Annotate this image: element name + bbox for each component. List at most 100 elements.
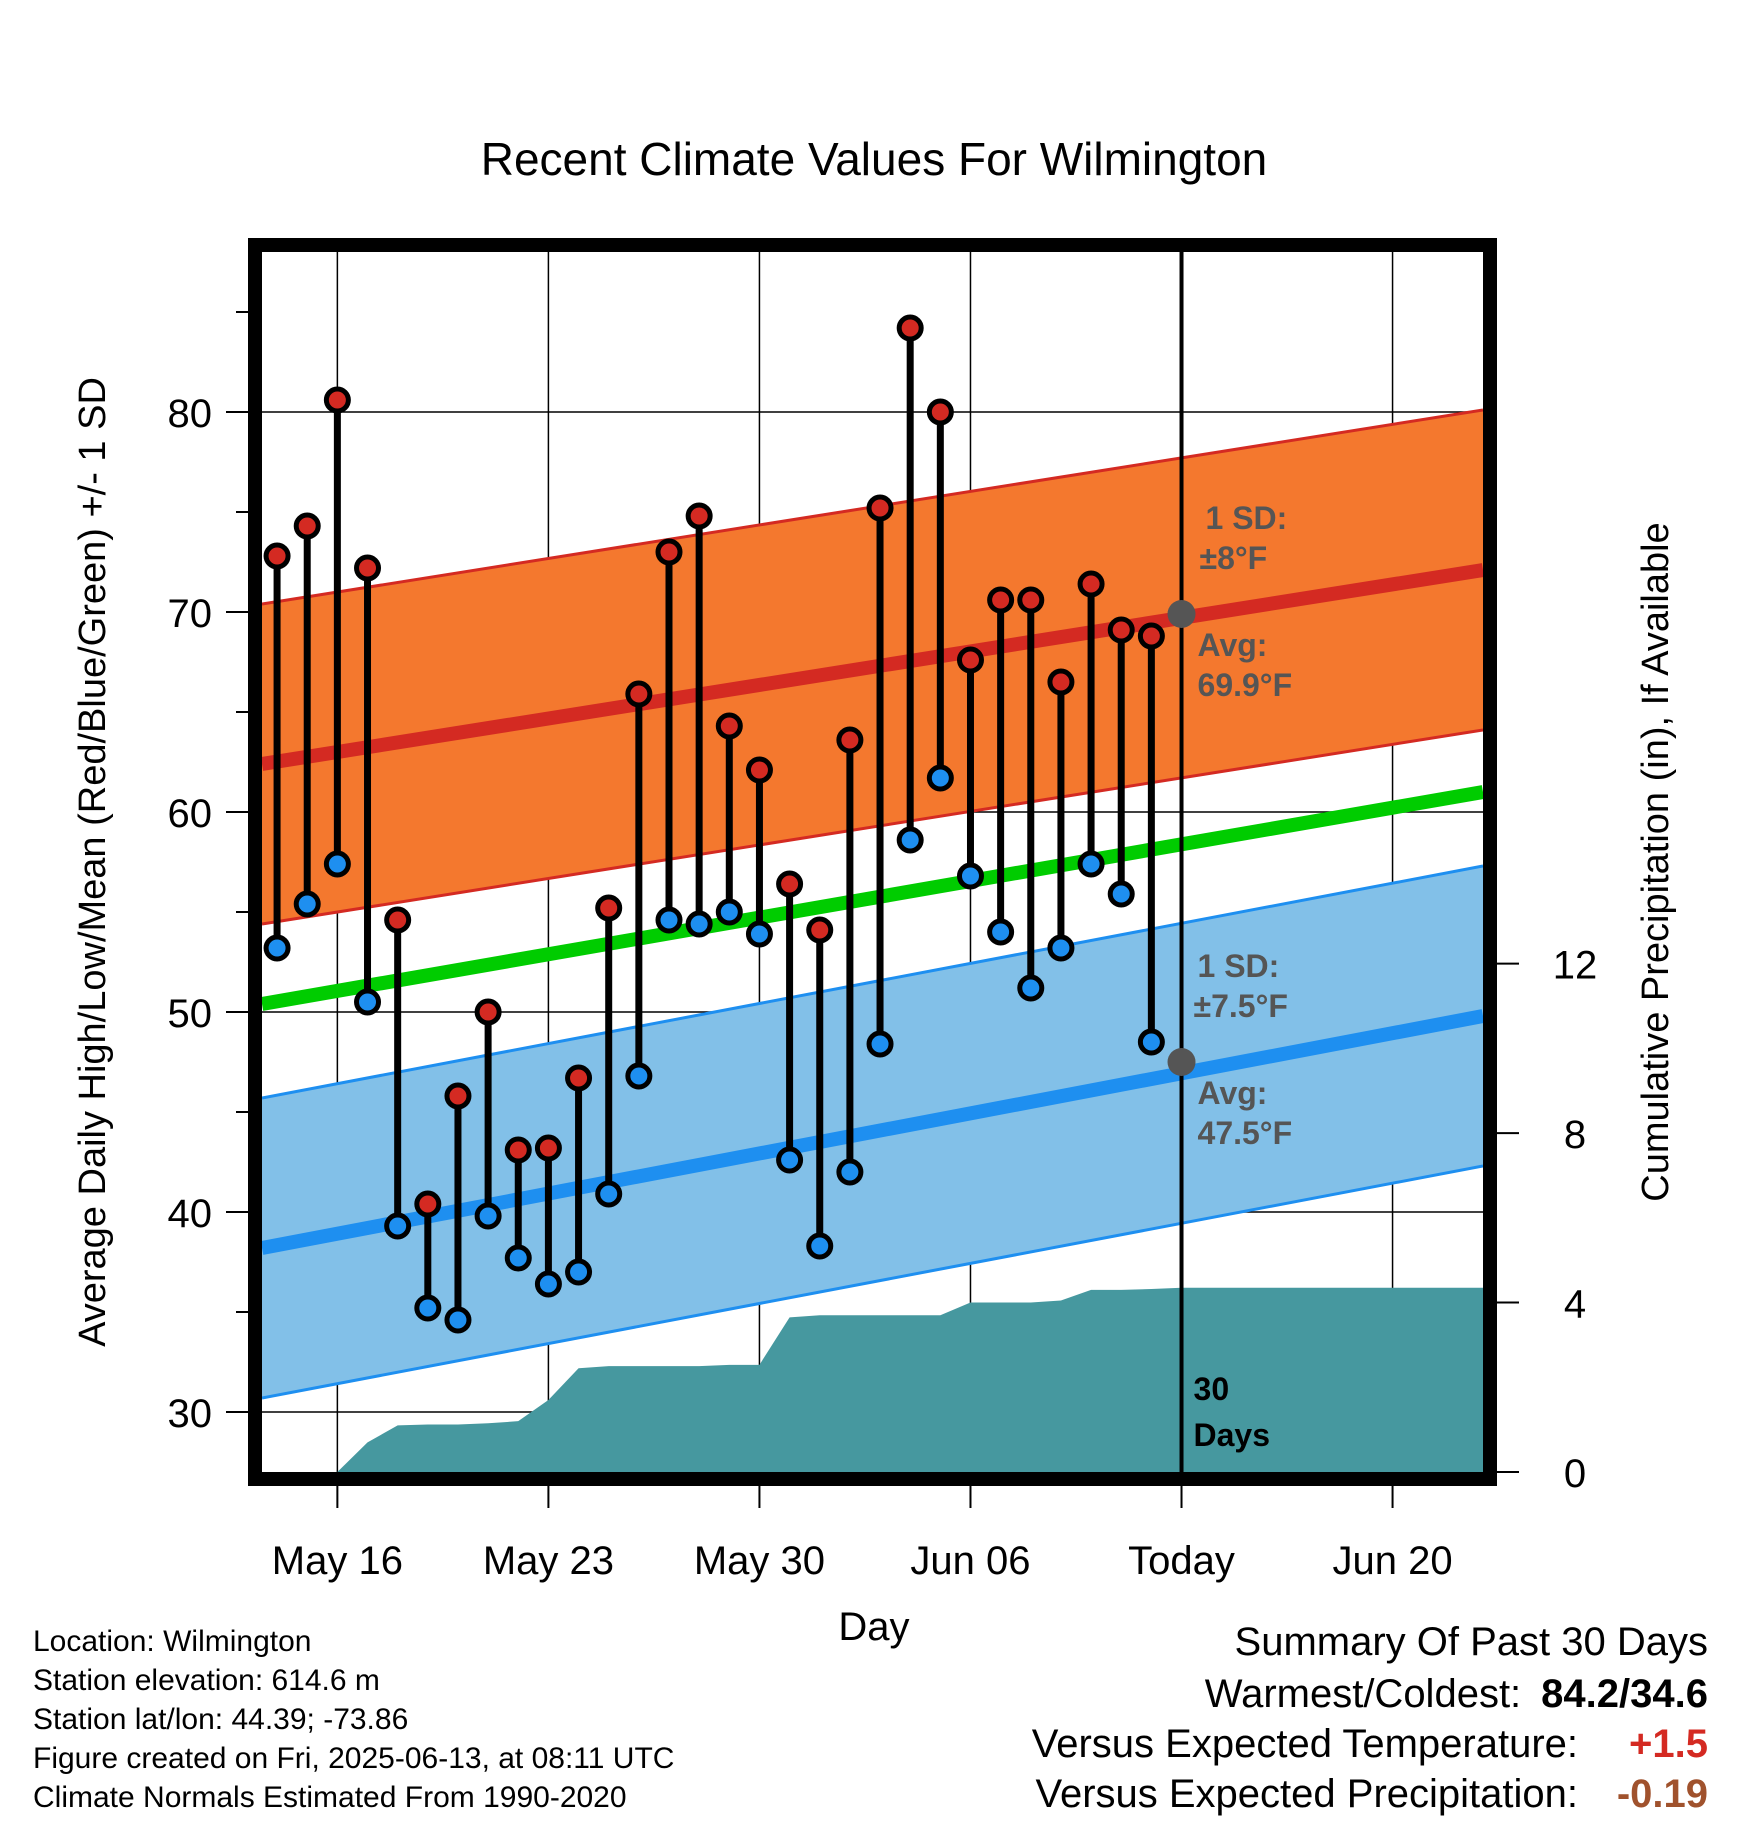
daily-high-point: [1107, 616, 1135, 644]
summary-temp-value: +1.5: [1629, 1722, 1708, 1766]
daily-high-point: [384, 906, 412, 934]
daily-high-point: [625, 680, 653, 708]
daily-low-point: [745, 920, 773, 948]
summary-warm-cold-value: 84.2/34.6: [1541, 1672, 1708, 1716]
daily-low-point: [1077, 850, 1105, 878]
daily-high-point: [926, 398, 954, 426]
daily-high-point: [504, 1136, 532, 1164]
daily-high-point: [595, 894, 623, 922]
daily-low-point: [806, 1232, 834, 1260]
daily-low-point: [444, 1306, 472, 1334]
y-right-tick-label: 12: [1553, 944, 1598, 988]
normal-low-band-lower-edge: [262, 1164, 1483, 1400]
x-tick-label: May 30: [694, 1539, 825, 1583]
daily-low-point: [293, 890, 321, 918]
daily-high-point: [956, 646, 984, 674]
daily-low-point: [715, 898, 743, 926]
daily-low-point: [263, 934, 291, 962]
daily-high-point: [414, 1190, 442, 1218]
normal-high-band-lower-edge: [262, 728, 1483, 926]
summary-precip: Versus Expected Precipitation: -0.19: [1035, 1772, 1708, 1817]
summary-precip-value: -0.19: [1616, 1772, 1708, 1816]
days-label-text: Days: [1194, 1417, 1271, 1453]
daily-high-point: [655, 538, 683, 566]
daily-high-point: [836, 726, 864, 754]
y-left-tick-label: 60: [168, 792, 213, 836]
daily-low-point: [534, 1270, 562, 1298]
today-low-avg-marker: [1167, 1048, 1196, 1076]
meta-elevation: Station elevation: 614.6 m: [33, 1664, 380, 1697]
high-sd-label: 1 SD:: [1206, 500, 1288, 536]
daily-high-point: [1137, 622, 1165, 650]
daily-high-point: [896, 314, 924, 342]
normal-low-line: [262, 1009, 1483, 1255]
y-right-tick-label: 4: [1564, 1283, 1586, 1327]
high-avg-label: Avg:: [1198, 627, 1268, 663]
normal-mean-line: [262, 785, 1483, 1011]
y-axis-left-label: Average Daily High/Low/Mean (Red/Blue/Gr…: [72, 377, 114, 1347]
daily-high-point: [1017, 586, 1045, 614]
daily-low-point: [956, 862, 984, 890]
daily-high-point: [685, 502, 713, 530]
daily-low-point: [384, 1212, 412, 1240]
daily-low-point: [926, 764, 954, 792]
daily-high-point: [534, 1134, 562, 1162]
daily-high-point: [354, 554, 382, 582]
daily-low-point: [866, 1030, 894, 1058]
normal-low-band-upper-edge: [262, 864, 1483, 1100]
high-sd-value: ±8°F: [1200, 540, 1268, 576]
daily-high-point: [444, 1082, 472, 1110]
high-avg-value: 69.9°F: [1198, 667, 1293, 703]
low-avg-label: Avg:: [1198, 1075, 1268, 1111]
daily-high-point: [474, 998, 502, 1026]
daily-high-point: [1077, 570, 1105, 598]
summary-heading: Summary Of Past 30 Days: [1234, 1620, 1708, 1664]
daily-high-point: [776, 870, 804, 898]
daily-high-point: [715, 712, 743, 740]
daily-low-point: [896, 826, 924, 854]
summary-warm-cold: Warmest/Coldest: 84.2/34.6: [1205, 1672, 1708, 1717]
daily-high-point: [263, 542, 291, 570]
normal-high-line: [262, 563, 1483, 771]
daily-low-point: [414, 1294, 442, 1322]
daily-high-point: [987, 586, 1015, 614]
y-left-tick-label: 40: [168, 1192, 213, 1236]
chart-title: Recent Climate Values For Wilmington: [481, 133, 1268, 185]
daily-low-point: [504, 1244, 532, 1272]
daily-low-point: [836, 1158, 864, 1186]
daily-low-point: [595, 1180, 623, 1208]
daily-low-point: [655, 906, 683, 934]
meta-created: Figure created on Fri, 2025-06-13, at 08…: [33, 1742, 675, 1775]
y-right-tick-label: 8: [1564, 1113, 1586, 1157]
daily-low-point: [1017, 974, 1045, 1002]
low-sd-label: 1 SD:: [1198, 948, 1280, 984]
daily-low-point: [987, 918, 1015, 946]
summary-warm-cold-label: Warmest/Coldest:: [1204, 1672, 1522, 1716]
daily-high-point: [1047, 668, 1075, 696]
days-label-number: 30: [1194, 1371, 1230, 1407]
daily-low-point: [1137, 1028, 1165, 1056]
daily-high-point: [293, 512, 321, 540]
plot-frame: [248, 238, 1497, 1486]
daily-high-point: [323, 386, 351, 414]
summary-temp: Versus Expected Temperature: +1.5: [1032, 1722, 1708, 1767]
daily-low-point: [776, 1146, 804, 1174]
y-right-tick-label: 0: [1564, 1452, 1586, 1496]
x-tick-label: May 16: [272, 1539, 403, 1583]
daily-low-point: [354, 988, 382, 1016]
summary-temp-label: Versus Expected Temperature:: [1031, 1722, 1578, 1766]
plot-area: 1 SD: ±8°F Avg: 69.9°F 1 SD: ±7.5°F Avg: 47.5°F…: [168, 238, 1598, 1583]
daily-high-point: [565, 1064, 593, 1092]
daily-low-point: [565, 1258, 593, 1286]
summary-precip-label: Versus Expected Precipitation:: [1035, 1772, 1578, 1816]
meta-latlon: Station lat/lon: 44.39; -73.86: [33, 1703, 409, 1736]
y-left-tick-label: 70: [168, 592, 213, 636]
daily-low-point: [474, 1202, 502, 1230]
x-tick-label: Today: [1128, 1539, 1235, 1583]
meta-normals: Climate Normals Estimated From 1990-2020: [33, 1781, 627, 1814]
x-tick-label: May 23: [483, 1539, 614, 1583]
today-high-avg-marker: [1167, 600, 1196, 628]
daily-low-point: [1047, 934, 1075, 962]
y-left-tick-label: 50: [168, 992, 213, 1036]
